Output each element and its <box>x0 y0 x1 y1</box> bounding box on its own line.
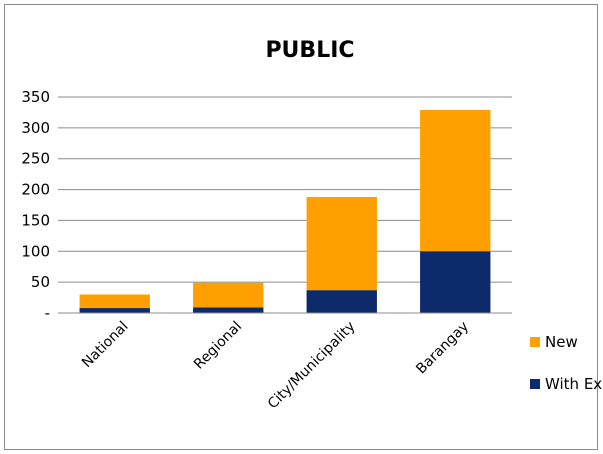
bar-with-existing-barangay <box>420 251 491 313</box>
bar-with-existing-national <box>79 308 150 313</box>
chart-frame <box>4 4 598 450</box>
legend-label: New <box>545 333 578 351</box>
legend-swatch <box>530 337 540 347</box>
bars <box>79 109 491 313</box>
chart-title: PUBLIC <box>265 38 354 63</box>
y-tick-label: - <box>45 304 50 322</box>
y-tick-label: 100 <box>21 242 50 260</box>
y-tick-label: 150 <box>21 211 50 229</box>
y-axis-ticks: - 50 100 150 200 250 300 350 <box>21 88 50 322</box>
bar-new-city-municipality <box>306 196 377 291</box>
x-tick-label: Regional <box>191 319 245 373</box>
legend-label: With Existing <box>545 375 603 393</box>
bar-with-existing-regional <box>193 307 264 313</box>
y-tick-label: 50 <box>31 273 50 291</box>
y-tick-label: 350 <box>21 88 50 106</box>
bar-with-existing-city-municipality <box>306 290 377 313</box>
y-tick-label: 250 <box>21 150 50 168</box>
y-tick-label: 300 <box>21 119 50 137</box>
bar-new-regional <box>193 282 264 308</box>
legend: New With Existing <box>530 333 603 393</box>
x-tick-label: City/Municipality <box>265 319 359 413</box>
x-tick-label: Barangay <box>413 319 472 378</box>
bar-new-national <box>79 294 150 309</box>
legend-swatch <box>530 379 540 389</box>
x-axis-labels: National Regional City/Municipality Baranga… <box>79 319 472 413</box>
bar-new-barangay <box>420 109 491 252</box>
y-tick-label: 200 <box>21 181 50 199</box>
x-tick-label: National <box>79 319 132 372</box>
